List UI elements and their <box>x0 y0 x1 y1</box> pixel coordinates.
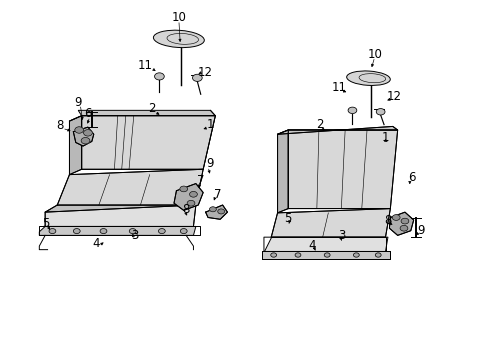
Text: 1: 1 <box>381 131 388 144</box>
Text: 8: 8 <box>384 213 391 226</box>
Text: 8: 8 <box>56 119 63 132</box>
Polygon shape <box>57 169 203 205</box>
Text: 12: 12 <box>198 66 213 79</box>
Polygon shape <box>261 251 389 258</box>
Text: 11: 11 <box>331 81 346 94</box>
Polygon shape <box>271 208 389 237</box>
Polygon shape <box>77 116 215 169</box>
Circle shape <box>154 73 164 80</box>
Polygon shape <box>69 116 81 175</box>
Text: 7: 7 <box>214 188 221 201</box>
Circle shape <box>294 253 300 257</box>
Polygon shape <box>45 205 196 212</box>
Text: 5: 5 <box>284 212 291 225</box>
Circle shape <box>324 253 329 257</box>
Text: 9: 9 <box>416 224 424 237</box>
Circle shape <box>158 229 165 234</box>
Circle shape <box>375 109 384 115</box>
Text: 6: 6 <box>407 171 415 184</box>
Ellipse shape <box>153 30 204 48</box>
Polygon shape <box>205 205 227 219</box>
Ellipse shape <box>346 71 389 85</box>
Text: 6: 6 <box>84 107 91 120</box>
Text: 7: 7 <box>197 174 204 186</box>
Text: 9: 9 <box>74 96 82 109</box>
Polygon shape <box>45 205 196 226</box>
Polygon shape <box>388 212 413 235</box>
Circle shape <box>209 207 216 212</box>
Text: 1: 1 <box>206 118 214 131</box>
Text: 12: 12 <box>386 90 401 103</box>
Circle shape <box>75 127 83 133</box>
Text: 10: 10 <box>171 11 186 24</box>
Polygon shape <box>264 237 385 251</box>
Circle shape <box>100 229 107 234</box>
Polygon shape <box>287 130 397 208</box>
Text: 8: 8 <box>182 203 189 216</box>
Circle shape <box>180 186 187 192</box>
Circle shape <box>83 130 92 136</box>
Circle shape <box>217 209 224 214</box>
Polygon shape <box>277 130 287 213</box>
Circle shape <box>81 138 90 144</box>
Text: 3: 3 <box>131 229 139 242</box>
Text: 2: 2 <box>148 102 156 115</box>
Circle shape <box>400 218 408 224</box>
Text: 11: 11 <box>137 59 152 72</box>
Polygon shape <box>39 226 196 235</box>
Circle shape <box>73 229 80 234</box>
Circle shape <box>353 253 359 257</box>
Polygon shape <box>81 116 215 169</box>
Polygon shape <box>277 126 397 134</box>
Circle shape <box>49 229 56 234</box>
Text: 2: 2 <box>315 118 323 131</box>
Circle shape <box>270 253 276 257</box>
Circle shape <box>187 201 195 206</box>
Text: 10: 10 <box>366 48 382 61</box>
Circle shape <box>129 229 136 234</box>
Polygon shape <box>73 127 94 146</box>
Circle shape <box>391 215 399 220</box>
Polygon shape <box>174 184 203 210</box>
Circle shape <box>192 74 202 81</box>
Ellipse shape <box>358 74 385 83</box>
Text: 4: 4 <box>308 239 316 252</box>
Polygon shape <box>78 111 215 116</box>
Circle shape <box>374 253 380 257</box>
Circle shape <box>347 107 356 113</box>
Ellipse shape <box>167 33 198 44</box>
Circle shape <box>189 192 197 197</box>
Text: 3: 3 <box>337 229 345 242</box>
Circle shape <box>180 229 187 234</box>
Circle shape <box>399 225 407 231</box>
Text: 5: 5 <box>42 217 50 230</box>
Text: 9: 9 <box>206 157 214 170</box>
Text: 4: 4 <box>92 237 100 250</box>
